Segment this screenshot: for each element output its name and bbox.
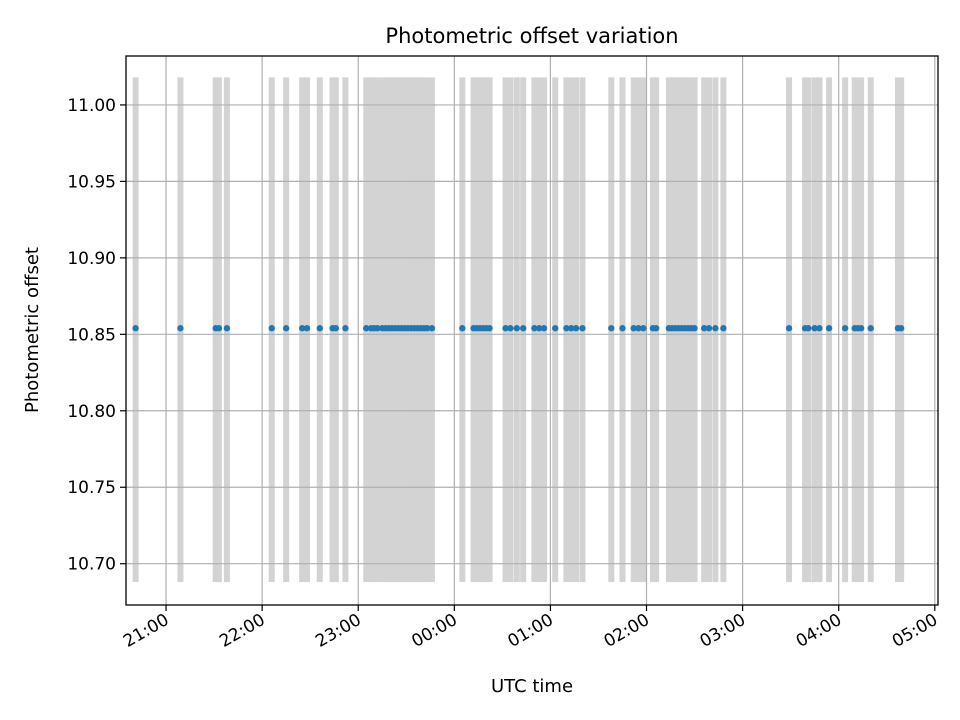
x-axis-label: UTC time	[491, 676, 573, 697]
data-point	[720, 325, 727, 332]
y-tick-label: 10.80	[67, 402, 116, 422]
data-point	[700, 325, 708, 332]
data-point	[536, 325, 543, 332]
data-point	[486, 325, 493, 332]
data-point	[640, 325, 647, 332]
data-point	[635, 325, 642, 332]
data-point	[316, 325, 323, 332]
data-point	[332, 325, 340, 332]
chart-title: Photometric offset variation	[385, 24, 678, 48]
grid-lines	[126, 56, 938, 605]
data-point	[513, 325, 520, 332]
data-point	[608, 325, 615, 332]
data-point	[223, 325, 231, 332]
data-point	[705, 325, 713, 332]
data-point	[298, 325, 306, 332]
data-point	[712, 325, 719, 332]
data-point	[619, 325, 626, 332]
data-point	[816, 325, 823, 332]
data-point	[825, 325, 833, 332]
data-point	[805, 325, 812, 332]
data-points	[132, 325, 905, 332]
data-point	[867, 325, 874, 332]
y-tick-label: 11.00	[67, 96, 116, 116]
data-point	[268, 325, 275, 332]
y-tick-label: 10.70	[67, 555, 116, 575]
data-point	[423, 325, 431, 332]
y-axis-ticks: 10.70 10.75 10.80 10.85 10.90 10.95 11.00	[67, 96, 126, 575]
data-point	[519, 325, 527, 332]
data-point	[579, 325, 586, 332]
data-point	[502, 325, 509, 332]
data-point	[552, 325, 559, 332]
data-point	[342, 325, 349, 332]
data-point	[572, 325, 580, 332]
data-point	[568, 325, 575, 332]
data-point	[177, 325, 184, 332]
data-point	[363, 325, 370, 332]
data-point	[459, 325, 466, 332]
y-tick-label: 10.85	[67, 325, 116, 345]
data-point	[785, 325, 793, 332]
data-point	[563, 325, 570, 332]
data-point	[531, 325, 538, 332]
y-tick-label: 10.90	[67, 249, 116, 269]
data-point	[540, 325, 548, 332]
y-tick-label: 10.75	[67, 478, 116, 498]
y-axis-label: Photometric offset	[22, 247, 43, 413]
data-point	[652, 325, 660, 332]
data-point	[428, 325, 436, 332]
data-point	[507, 325, 514, 332]
data-point	[630, 325, 637, 332]
data-point	[282, 325, 290, 332]
data-point	[303, 325, 311, 332]
data-point	[691, 325, 698, 332]
data-point	[215, 325, 223, 332]
data-point	[841, 325, 849, 332]
data-point	[374, 325, 381, 332]
data-point	[132, 325, 139, 332]
data-point	[857, 325, 865, 332]
data-point	[897, 325, 905, 332]
y-tick-label: 10.95	[67, 172, 116, 192]
data-point	[811, 325, 818, 332]
plot-frame	[125, 55, 939, 606]
